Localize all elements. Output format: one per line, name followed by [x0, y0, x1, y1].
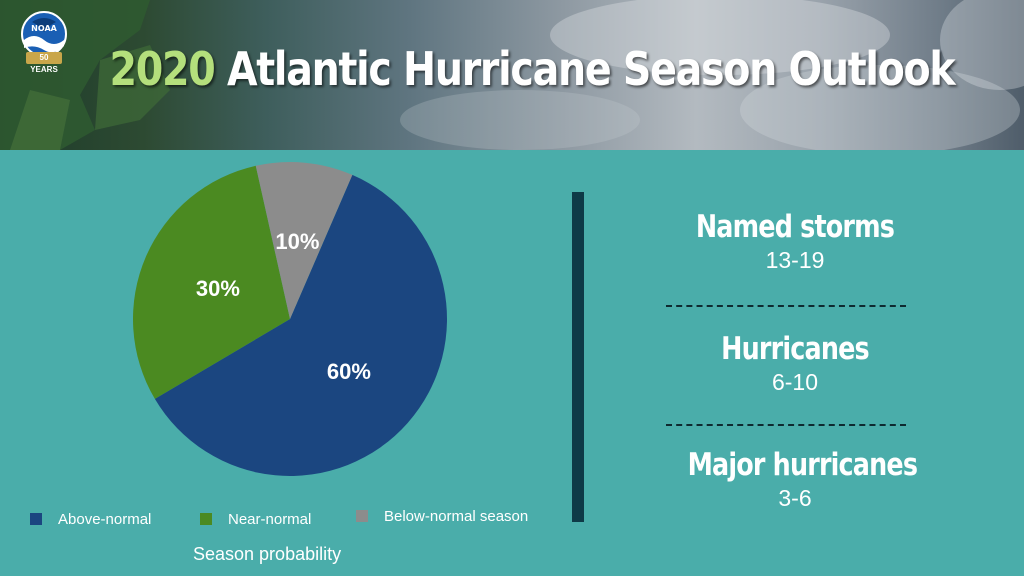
stat-value: 13-19 [765, 247, 825, 273]
legend-label: Above-normal [58, 510, 152, 528]
stat-label: Major hurricanes [687, 447, 918, 483]
section-divider [572, 192, 584, 522]
title-text: Atlantic Hurricane Season Outlook [226, 42, 956, 96]
pie-slice-above-normal [154, 174, 447, 476]
legend-swatch [356, 510, 368, 522]
title-year: 2020 [109, 42, 216, 96]
pie-data-label: 60% [327, 359, 371, 384]
header-banner: 2020 Atlantic Hurricane Season Outlook N… [0, 0, 1024, 150]
legend-item: Near-normal [200, 510, 311, 528]
stat-hurricanes: Hurricanes 6-10 [664, 330, 926, 396]
stat-named-storms: Named storms 13-19 [664, 208, 926, 274]
stat-major-hurricanes: Major hurricanes 3-6 [664, 446, 926, 512]
legend-label: Below-normal season [384, 507, 529, 525]
stat-value: 6-10 [771, 369, 819, 395]
pie-data-label: 30% [196, 276, 240, 301]
pie-data-label: 10% [275, 229, 319, 254]
pie-slice-near-normal [132, 165, 290, 399]
legend-swatch [200, 513, 212, 525]
dotted-separator [666, 424, 906, 426]
logo-text: NOAA [31, 24, 57, 33]
pie-chart: 60% 30% 10% [132, 162, 447, 476]
legend-swatch [30, 513, 42, 525]
legend-label: Near-normal [228, 510, 312, 528]
satellite-background [0, 0, 1024, 150]
dotted-separator [666, 305, 906, 307]
stat-value: 3-6 [778, 485, 812, 511]
pie-slice-below-normal-season [255, 162, 353, 319]
page-title: 2020 Atlantic Hurricane Season Outlook [74, 42, 989, 96]
noaa-emblem-icon: NOAA [21, 11, 67, 57]
legend-item: Below-normal season [356, 507, 528, 525]
logo-badge: 50 YEARS [26, 52, 62, 74]
pie-chart-area: 60% 30% 10% [0, 150, 560, 576]
legend-item: Above-normal [30, 510, 151, 528]
chart-caption: Season probability [193, 544, 342, 564]
noaa-logo-icon: NOAA 50 YEARS [18, 10, 70, 74]
stat-label: Hurricanes [721, 331, 869, 367]
stat-label: Named storms [695, 209, 895, 245]
